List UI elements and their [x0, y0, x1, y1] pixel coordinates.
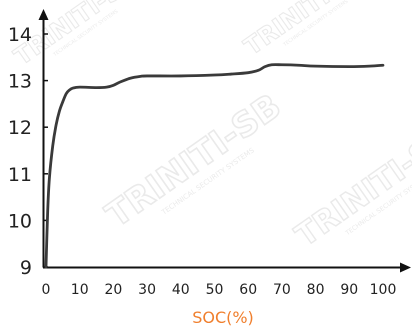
x-axis-label: SOC(%)	[192, 308, 254, 327]
y-tick-label: 11	[8, 164, 32, 186]
x-tick-labels: 0 10 20 30 40 50 60 70 80 90 100	[42, 282, 397, 298]
y-tick-labels: 9 10 11 12 13 14	[8, 24, 48, 279]
axes	[38, 9, 411, 273]
x-tick-label: 40	[172, 282, 190, 298]
x-tick-label: 20	[104, 282, 122, 298]
x-tick-label: 90	[340, 282, 358, 298]
x-tick-label: 70	[273, 282, 291, 298]
y-tick-label: 9	[20, 257, 32, 279]
x-tick-label: 60	[239, 282, 257, 298]
x-tick-label: 10	[71, 282, 89, 298]
y-axis-arrow	[38, 9, 49, 20]
series-line	[44, 63, 385, 269]
x-axis-arrow	[400, 262, 411, 273]
x-tick-label: 50	[206, 282, 224, 298]
x-tick-label: 80	[307, 282, 325, 298]
y-tick-label: 10	[8, 210, 32, 232]
x-tick-label: 30	[138, 282, 156, 298]
y-tick-label: 13	[8, 71, 32, 93]
x-tick-label: 0	[42, 282, 51, 298]
y-tick-label: 14	[8, 24, 32, 46]
watermark-text: TRINITI-SB	[99, 86, 289, 235]
y-tick-label: 12	[8, 117, 32, 139]
series-layer	[44, 63, 385, 269]
x-tick-label: 100	[370, 282, 397, 298]
